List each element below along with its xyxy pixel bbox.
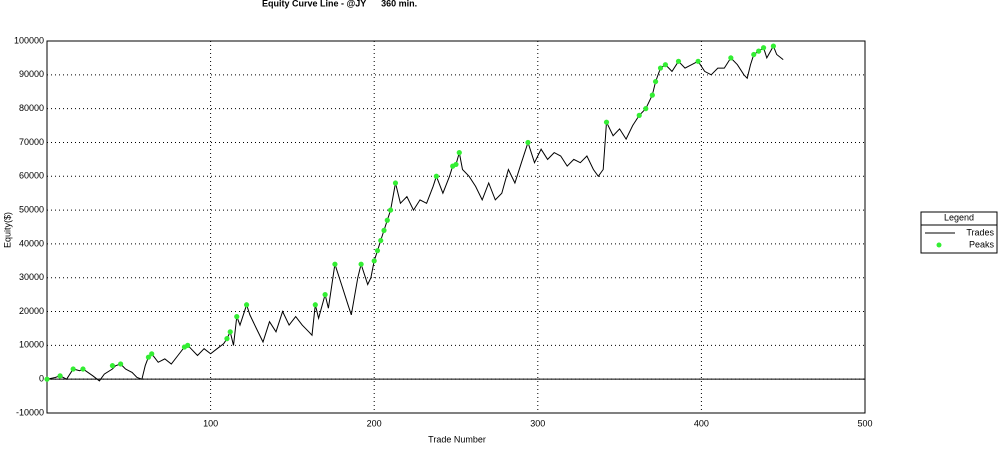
y-tick-label: 10000 <box>19 340 44 350</box>
y-tick-label: 50000 <box>19 204 44 214</box>
peak-marker <box>358 261 364 267</box>
peak-marker <box>374 248 381 254</box>
peak-marker <box>603 119 610 125</box>
x-axis-label: Trade Number <box>428 434 486 444</box>
x-tick-label: 200 <box>367 418 382 428</box>
peak-marker <box>770 43 776 49</box>
plot-frame <box>46 40 866 414</box>
peak-marker <box>751 51 757 58</box>
peak-marker <box>525 139 531 146</box>
peak-marker <box>149 351 155 357</box>
x-tick-label: 300 <box>530 418 545 428</box>
x-tick-label: 400 <box>694 418 709 428</box>
legend-marker <box>936 242 942 248</box>
peak-marker <box>756 48 762 54</box>
peak-marker <box>387 207 394 213</box>
y-axis-label: Equity($) <box>2 212 12 248</box>
peak-marker <box>695 58 701 64</box>
y-tick-label: 40000 <box>19 238 44 248</box>
peak-marker <box>145 354 152 360</box>
peak-marker <box>234 314 240 320</box>
peak-marker <box>662 62 669 68</box>
chart-title: Equity Curve Line - @JY 360 min. <box>262 0 417 8</box>
peak-marker <box>57 373 63 379</box>
peak-marker <box>224 336 230 342</box>
y-tick-label: 80000 <box>19 103 44 113</box>
peak-marker <box>453 161 459 168</box>
peak-marker <box>384 217 390 223</box>
equity-line <box>46 44 784 382</box>
peak-marker <box>652 78 659 85</box>
peak-marker <box>760 45 767 51</box>
legend-label: Peaks <box>969 239 995 249</box>
peak-marker <box>728 55 734 61</box>
peak-marker <box>44 376 50 382</box>
peak-marker <box>185 342 191 348</box>
peak-marker <box>381 227 387 233</box>
y-tick-label: 70000 <box>19 137 44 147</box>
y-tick-label: 30000 <box>19 272 44 282</box>
peak-marker <box>649 92 655 98</box>
peak-marker <box>636 112 642 118</box>
peak-marker <box>657 65 664 71</box>
legend-label: Trades <box>966 227 994 237</box>
peak-marker <box>433 173 439 179</box>
peak-marker <box>243 302 250 308</box>
x-tick-label: 500 <box>857 418 872 428</box>
peak-marker <box>312 302 318 308</box>
peak-marker <box>109 363 116 369</box>
y-tick-label: 60000 <box>19 171 44 181</box>
peak-marker <box>227 329 233 335</box>
y-tick-label: 20000 <box>19 306 44 316</box>
legend-title: Legend <box>944 212 974 222</box>
peak-marker <box>332 261 338 267</box>
peak-marker <box>456 150 462 156</box>
peak-marker <box>675 58 682 64</box>
x-tick-label: 100 <box>203 418 218 428</box>
peak-marker <box>80 366 86 372</box>
peak-marker <box>371 258 377 264</box>
peak-marker <box>643 106 649 112</box>
peak-marker <box>118 361 124 367</box>
y-tick-label: 90000 <box>19 69 44 79</box>
peak-marker <box>322 292 328 298</box>
peak-marker <box>392 180 399 186</box>
peak-marker <box>378 237 384 244</box>
y-tick-label: -10000 <box>16 407 44 417</box>
y-tick-label: 100000 <box>14 35 44 45</box>
peak-marker <box>70 366 76 372</box>
y-tick-label: 0 <box>39 374 44 384</box>
